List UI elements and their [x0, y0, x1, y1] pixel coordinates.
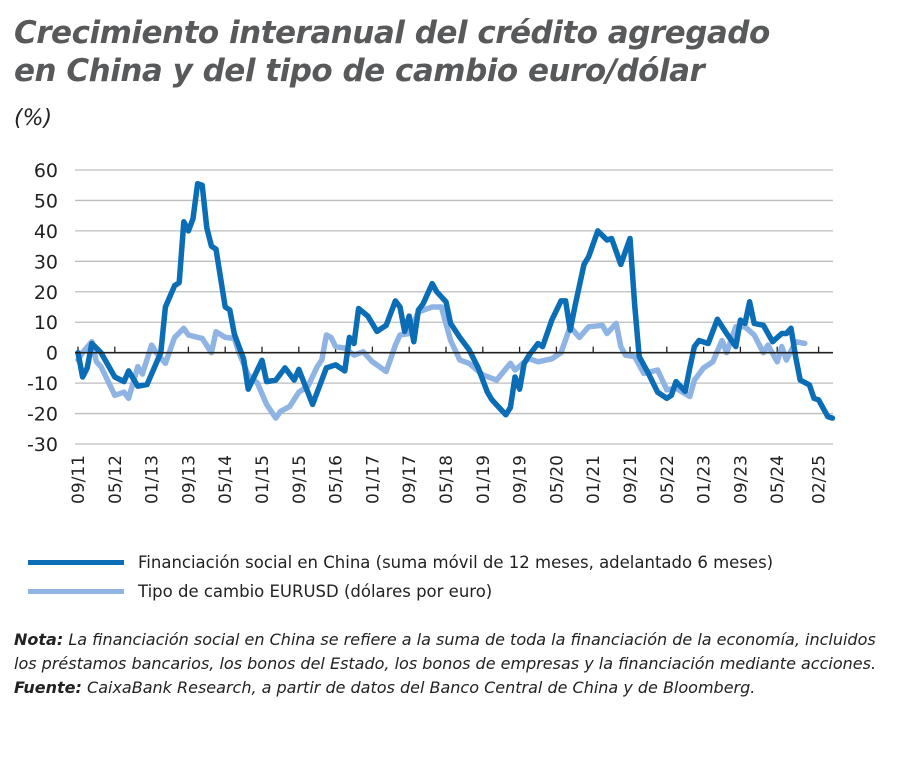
x-tick-label: 01/21 — [584, 455, 604, 504]
nota: Nota: La financiación social en China se… — [14, 628, 894, 676]
series-line-eurusd — [75, 304, 808, 421]
fuente-text: CaixaBank Research, a partir de datos de… — [81, 678, 756, 697]
x-tick-label: 02/25 — [810, 455, 830, 504]
unit-label: (%) — [14, 106, 53, 131]
y-tick-label: 50 — [34, 190, 58, 212]
x-tick-label: 01/17 — [363, 455, 383, 504]
y-tick-label: 30 — [34, 251, 58, 273]
y-tick-label: 20 — [34, 282, 58, 304]
legend-label: Financiación social en China (suma móvil… — [138, 553, 774, 572]
x-tick-label: 05/20 — [547, 455, 567, 504]
x-tick-label: 09/15 — [290, 455, 310, 504]
nota-text: La financiación social en China se refie… — [14, 630, 877, 673]
nota-label: Nota: — [14, 630, 64, 649]
y-tick-label: 60 — [34, 160, 58, 182]
x-tick-label: 05/16 — [327, 455, 347, 504]
x-tick-label: 05/18 — [437, 455, 457, 504]
legend-item-eurusd: Tipo de cambio EURUSD (dólares por euro) — [28, 577, 773, 606]
x-tick-label: 09/21 — [621, 455, 641, 504]
x-tick-label: 09/17 — [400, 455, 420, 504]
title-line-1: Crecimiento interanual del crédito agreg… — [14, 15, 770, 51]
fuente: Fuente: CaixaBank Research, a partir de … — [14, 676, 894, 700]
y-tick-label: 40 — [34, 221, 58, 243]
x-tick-label: 01/13 — [143, 455, 163, 504]
legend: Financiación social en China (suma móvil… — [28, 548, 773, 606]
line-chart: 60 50 40 30 20 10 0 -10 -20 -30 09/11 05/12 01/13 09/… — [27, 160, 836, 504]
series-line-financiacion — [75, 180, 836, 421]
legend-swatch-dark — [28, 560, 124, 565]
notes: Nota: La financiación social en China se… — [14, 628, 894, 700]
x-tick-label: 01/15 — [253, 455, 273, 504]
x-tick-label: 01/19 — [474, 455, 494, 504]
x-tick-label: 09/11 — [69, 455, 89, 504]
x-tick-label: 05/22 — [658, 455, 678, 504]
legend-item-financiacion: Financiación social en China (suma móvil… — [28, 548, 773, 577]
y-tick-label: -20 — [27, 404, 58, 426]
y-tick-label: 0 — [46, 343, 58, 365]
y-tick-label: -30 — [27, 434, 58, 456]
title-line-2: en China y del tipo de cambio euro/dólar — [14, 53, 705, 89]
x-tick-label: 01/23 — [695, 455, 715, 504]
fuente-label: Fuente: — [14, 678, 82, 697]
legend-swatch-light — [28, 589, 124, 594]
y-tick-label: 10 — [34, 312, 58, 334]
chart-title: Crecimiento interanual del crédito agreg… — [14, 14, 770, 90]
x-tick-label: 05/14 — [216, 455, 236, 504]
x-tick-label: 09/13 — [179, 455, 199, 504]
x-tick-label: 05/24 — [768, 455, 788, 504]
x-tick-label: 09/19 — [511, 455, 531, 504]
y-tick-label: -10 — [27, 373, 58, 395]
x-tick-label: 05/12 — [106, 455, 126, 504]
x-tick-label: 09/23 — [731, 455, 751, 504]
legend-label: Tipo de cambio EURUSD (dólares por euro) — [138, 582, 493, 601]
